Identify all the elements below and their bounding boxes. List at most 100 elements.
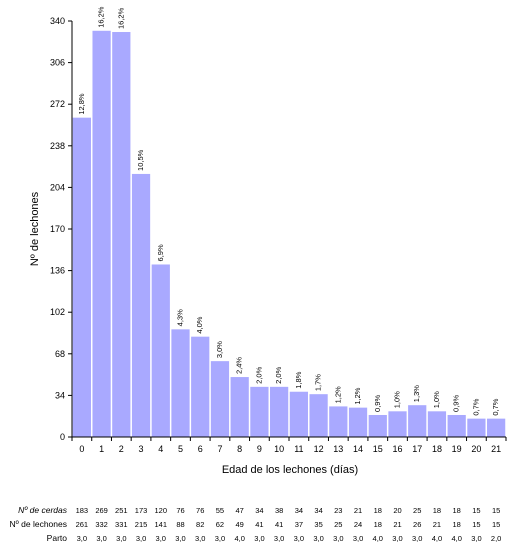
x-tick-label: 7 xyxy=(217,444,222,454)
bar-data-label: 16,2% xyxy=(116,7,125,29)
bar-data-label: 1,0% xyxy=(392,391,401,408)
table-cell: 332 xyxy=(95,520,108,529)
bar-data-label: 0,9% xyxy=(373,395,382,412)
bar xyxy=(427,411,447,437)
bar-labels-group: 12,8% 16,2% 16,2% 10,5% 6,9% 4,3% 4,0% 3,0% 2,4%… xyxy=(77,6,500,415)
x-tick-label: 15 xyxy=(373,444,383,454)
table-cell: 34 xyxy=(255,506,263,515)
y-axis-title: Nº de lechones xyxy=(29,191,41,266)
table-cell: 251 xyxy=(115,506,128,515)
bar xyxy=(467,418,486,437)
table-cell: 25 xyxy=(413,506,421,515)
table-cell: 20 xyxy=(393,506,401,515)
table-cell: 82 xyxy=(196,520,204,529)
bar-data-label: 4,0% xyxy=(195,316,204,333)
bar xyxy=(112,32,131,437)
bar-data-label: 1,2% xyxy=(333,386,342,403)
bar-data-label: 3,0% xyxy=(215,341,224,358)
bars-group xyxy=(72,30,506,437)
x-tick-label: 8 xyxy=(237,444,242,454)
table-cell: 18 xyxy=(453,520,461,529)
table-cell: 24 xyxy=(354,520,362,529)
bar xyxy=(408,405,427,437)
table-cell: 21 xyxy=(354,506,362,515)
table-cell: 35 xyxy=(314,520,322,529)
bar-data-label: 1,0% xyxy=(432,391,441,408)
table-cell: 183 xyxy=(76,506,89,515)
table-cell: 3,0 xyxy=(96,534,106,543)
table-cell: 3,0 xyxy=(274,534,284,543)
x-tick-label: 13 xyxy=(333,444,343,454)
x-tick-label: 11 xyxy=(294,444,303,454)
bar xyxy=(388,411,407,437)
y-tick-label: 136 xyxy=(50,266,65,276)
table-cell: 18 xyxy=(433,506,441,515)
table-cell: 269 xyxy=(95,506,108,515)
x-tick-label: 21 xyxy=(491,444,501,454)
x-tick-label: 9 xyxy=(257,444,262,454)
bar xyxy=(270,386,289,437)
table-cell: 76 xyxy=(176,506,184,515)
bar-data-label: 1,2% xyxy=(353,387,362,404)
table-cell: 3,0 xyxy=(77,534,87,543)
table-cell: 21 xyxy=(393,520,401,529)
bar-data-label: 4,3% xyxy=(175,309,184,326)
table-cell: 215 xyxy=(135,520,148,529)
x-tick-label: 2 xyxy=(119,444,124,454)
table-cell: 25 xyxy=(334,520,342,529)
bar xyxy=(131,173,151,437)
y-tick-label: 34 xyxy=(55,390,65,400)
bar xyxy=(289,391,308,437)
table-cell: 3,0 xyxy=(333,534,343,543)
x-tick-label: 19 xyxy=(452,444,462,454)
table-cell: 15 xyxy=(492,520,500,529)
y-tick-label: 102 xyxy=(50,307,65,317)
x-axis-title: Edad de los lechones (días) xyxy=(222,464,358,476)
x-tick-label: 10 xyxy=(274,444,284,454)
table-cell: 261 xyxy=(76,520,89,529)
x-ticks-group: 0 1 2 3 4 5 6 7 8 9 10 11 12 13 14 15 16 17 18 19 20 21 xyxy=(71,437,507,454)
table-cell: 3,0 xyxy=(175,534,185,543)
table-cell: 15 xyxy=(472,506,480,515)
x-tick-label: 18 xyxy=(432,444,442,454)
x-tick-label: 16 xyxy=(392,444,402,454)
bar-data-label: 0,7% xyxy=(491,398,500,415)
table-cell: 4,0 xyxy=(234,534,244,543)
data-table: Nº de cerdas 183 269 251 173 120 76 76 55 47 34 38 3… xyxy=(10,505,502,543)
table-cell: 34 xyxy=(295,506,303,515)
table-row-label: Parto xyxy=(47,533,68,543)
table-cell: 55 xyxy=(216,506,224,515)
table-cell: 47 xyxy=(236,506,244,515)
bar-data-label: 2,4% xyxy=(235,357,244,374)
x-tick-label: 14 xyxy=(353,444,363,454)
table-cell: 18 xyxy=(374,506,382,515)
x-tick-label: 5 xyxy=(178,444,183,454)
bar-data-label: 12,8% xyxy=(77,93,86,115)
table-cell: 41 xyxy=(255,520,263,529)
table-cell: 3,0 xyxy=(195,534,205,543)
x-tick-label: 6 xyxy=(198,444,203,454)
bar xyxy=(487,418,506,437)
bar-data-label: 1,8% xyxy=(294,371,303,388)
table-cell: 141 xyxy=(155,520,168,529)
table-cell: 3,0 xyxy=(156,534,166,543)
y-tick-label: 204 xyxy=(50,182,65,192)
table-cell: 3,0 xyxy=(471,534,481,543)
table-cell: 3,0 xyxy=(412,534,422,543)
x-tick-label: 1 xyxy=(99,444,104,454)
table-cell: 173 xyxy=(135,506,148,515)
y-tick-label: 170 xyxy=(50,224,65,234)
table-cell: 88 xyxy=(176,520,184,529)
table-row-label: Nº de cerdas xyxy=(18,505,68,515)
bar xyxy=(151,264,170,437)
x-tick-label: 17 xyxy=(412,444,422,454)
y-tick-label: 68 xyxy=(55,349,65,359)
table-cell: 37 xyxy=(295,520,303,529)
table-cell: 49 xyxy=(236,520,244,529)
bar xyxy=(171,329,190,437)
bar xyxy=(329,406,348,437)
table-cell: 18 xyxy=(374,520,382,529)
table-cell: 3,0 xyxy=(353,534,363,543)
table-cell: 15 xyxy=(472,520,480,529)
